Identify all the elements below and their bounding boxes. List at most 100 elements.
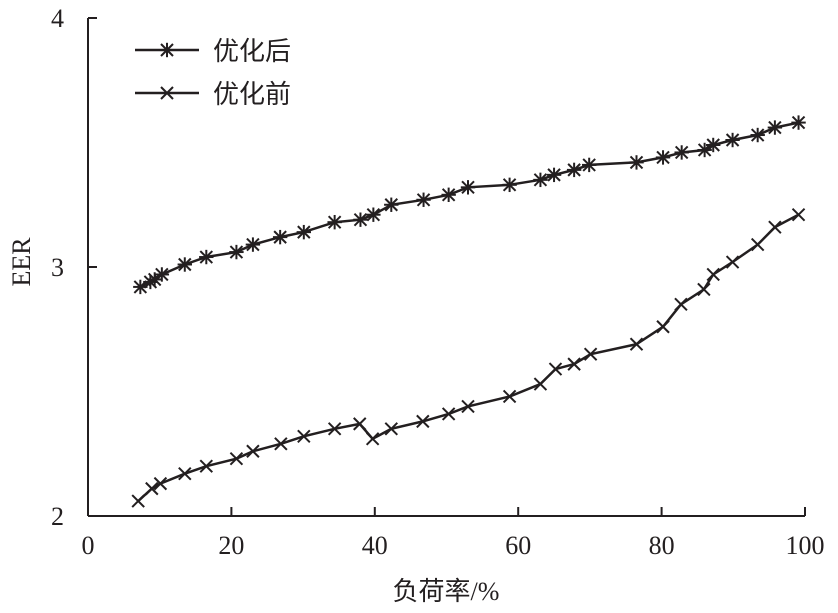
marker-stroke: [199, 459, 214, 473]
y-tick-label: 2: [51, 502, 64, 531]
x-tick-label: 20: [218, 531, 244, 560]
marker-stroke: [750, 237, 765, 252]
marker-stroke: [353, 417, 367, 431]
data-point: [274, 437, 288, 451]
data-point: [706, 267, 720, 282]
data-point: [145, 481, 159, 496]
legend-label: 优化后: [213, 37, 291, 67]
marker-stroke: [706, 267, 720, 282]
marker-stroke: [297, 429, 311, 444]
data-point: [461, 399, 475, 414]
data-point: [674, 297, 688, 312]
x-tick-label: 80: [649, 531, 675, 560]
marker-stroke: [145, 481, 159, 496]
data-point: [353, 417, 367, 431]
legend-item-original: 优化前: [135, 80, 291, 110]
data-point: [502, 177, 517, 193]
marker-stroke: [567, 357, 581, 371]
data-point: [750, 237, 765, 252]
data-point: [750, 127, 765, 143]
data-point: [533, 377, 548, 391]
marker-stroke: [548, 362, 563, 376]
data-point: [366, 207, 381, 222]
data-point: [725, 255, 740, 269]
data-point: [583, 347, 598, 361]
marker-stroke: [629, 337, 644, 351]
data-point: [656, 320, 670, 334]
marker-stroke: [768, 220, 782, 234]
marker-stroke: [229, 452, 244, 466]
y-tick-label: 3: [51, 253, 64, 282]
data-point: [245, 237, 261, 252]
marker-stroke: [274, 437, 288, 451]
data-point: [178, 466, 192, 481]
data-point: [327, 422, 342, 436]
data-point: [629, 155, 644, 170]
data-point: [441, 187, 456, 202]
data-point: [502, 389, 517, 404]
data-point: [327, 214, 342, 230]
data-point: [296, 224, 312, 240]
data-point: [365, 432, 380, 446]
data-point: [154, 267, 170, 282]
data-point: [567, 357, 581, 371]
data-point: [229, 244, 244, 260]
data-point: [629, 337, 644, 351]
data-point: [441, 407, 456, 421]
marker-stroke: [656, 320, 670, 334]
marker-stroke: [583, 347, 598, 361]
marker-stroke: [416, 414, 430, 429]
series-0: [133, 115, 806, 295]
data-point: [767, 120, 783, 135]
data-point: [697, 282, 711, 297]
data-point: [272, 229, 288, 245]
data-point: [416, 414, 430, 429]
data-point: [546, 167, 562, 183]
data-point: [229, 452, 244, 466]
data-point: [131, 494, 145, 508]
data-point: [706, 137, 721, 153]
marker-stroke: [160, 86, 174, 100]
legend-item-optimized: 优化后: [135, 37, 291, 67]
marker-stroke: [461, 399, 475, 414]
data-point: [153, 476, 168, 491]
data-point: [791, 208, 806, 222]
data-point: [674, 145, 689, 160]
data-point: [199, 249, 214, 265]
data-point: [460, 180, 476, 195]
y-axis-title: EER: [7, 237, 36, 287]
x-tick-label: 0: [82, 531, 95, 560]
data-point: [548, 362, 563, 376]
marker-stroke: [384, 422, 398, 436]
data-point: [566, 162, 582, 178]
marker-stroke: [791, 208, 806, 222]
marker-stroke: [178, 466, 192, 481]
series-1: [131, 208, 806, 508]
marker-stroke: [441, 407, 456, 421]
data-point: [384, 197, 399, 212]
marker-stroke: [533, 377, 548, 391]
legend-marker: [160, 86, 174, 100]
data-point: [199, 459, 214, 473]
marker-stroke: [153, 476, 168, 491]
data-point: [725, 132, 740, 148]
marker-stroke: [365, 432, 380, 446]
data-point: [791, 115, 806, 130]
data-point: [177, 257, 192, 272]
data-point: [581, 157, 597, 173]
data-point: [655, 150, 671, 165]
marker-stroke: [327, 422, 342, 436]
marker-stroke: [131, 494, 145, 508]
y-tick-label: 4: [51, 4, 64, 33]
data-point: [384, 422, 398, 436]
marker-stroke: [697, 282, 711, 297]
y-ticks: 2 3 4: [51, 4, 97, 531]
x-tick-label: 100: [786, 531, 825, 560]
marker-stroke: [725, 255, 740, 269]
data-point: [533, 172, 548, 188]
legend-marker: [159, 42, 175, 58]
marker-stroke: [674, 297, 688, 312]
series-layer: [131, 115, 806, 508]
x-axis-title: 负荷率/%: [393, 577, 500, 606]
